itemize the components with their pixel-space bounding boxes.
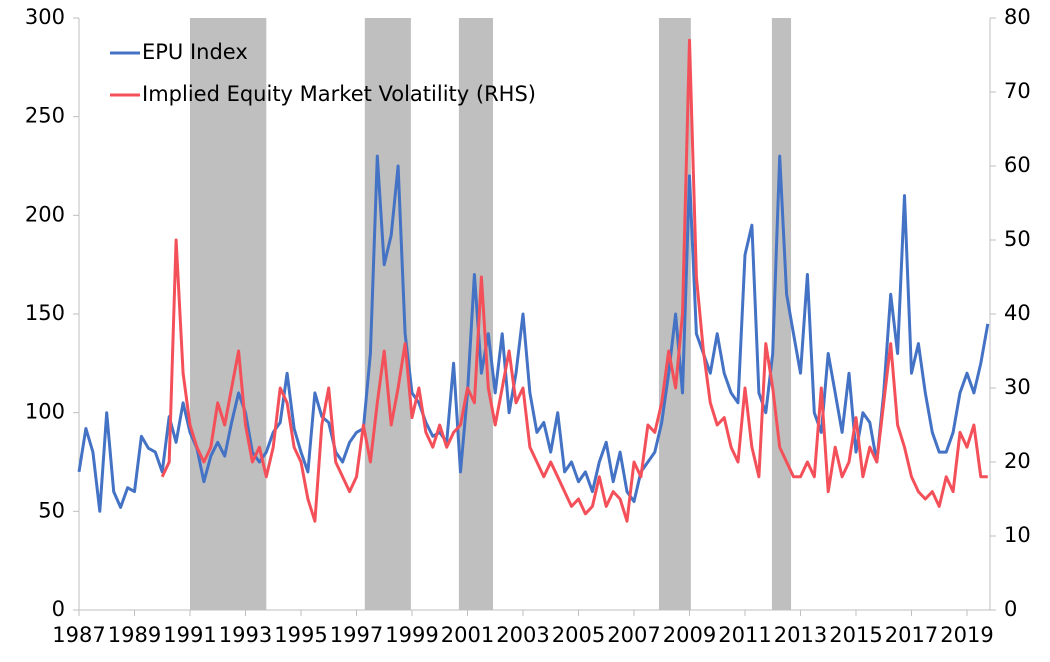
- x-tick-label: 1991: [163, 623, 216, 647]
- series-line: [77, 154, 990, 513]
- y-tick-label: 300: [25, 5, 65, 29]
- x-tick-label: 2009: [663, 623, 716, 647]
- y-tick-label: 250: [25, 104, 65, 128]
- y2-tick-label: 50: [1004, 227, 1031, 251]
- y-tick-label: 0: [52, 597, 65, 621]
- x-tick-label: 2005: [552, 623, 605, 647]
- x-tick-label: 1987: [52, 623, 105, 647]
- x-tick-label: 1997: [330, 623, 383, 647]
- shaded-region: [189, 18, 267, 610]
- x-tick-label: 2013: [774, 623, 827, 647]
- y-tick-label: 200: [25, 202, 65, 226]
- y2-tick-label: 30: [1004, 375, 1031, 399]
- x-tick-label: 1993: [219, 623, 272, 647]
- x-tick-label: 2001: [441, 623, 494, 647]
- series-line: [160, 38, 988, 523]
- x-tick-label: 1999: [385, 623, 438, 647]
- x-tick-label: 2011: [718, 623, 771, 647]
- legend-label: Implied Equity Market Volatility (RHS): [142, 82, 536, 106]
- x-tick-label: 2007: [607, 623, 660, 647]
- x-tick-label: 2015: [829, 623, 882, 647]
- y2-tick-label: 80: [1004, 5, 1031, 29]
- y-tick-label: 50: [38, 498, 65, 522]
- y2-tick-label: 0: [1004, 597, 1017, 621]
- x-tick-label: 2017: [885, 623, 938, 647]
- y-tick-label: 100: [25, 400, 65, 424]
- y2-tick-label: 20: [1004, 449, 1031, 473]
- x-tick-label: 1995: [274, 623, 327, 647]
- y2-tick-label: 10: [1004, 523, 1031, 547]
- legend-label: EPU Index: [142, 40, 248, 64]
- x-tick-label: 2003: [496, 623, 549, 647]
- x-tick-label: 2019: [940, 623, 993, 647]
- y-tick-label: 150: [25, 301, 65, 325]
- y2-tick-label: 70: [1004, 79, 1031, 103]
- y2-tick-label: 40: [1004, 301, 1031, 325]
- y2-tick-label: 60: [1004, 153, 1031, 177]
- x-tick-label: 1989: [108, 623, 161, 647]
